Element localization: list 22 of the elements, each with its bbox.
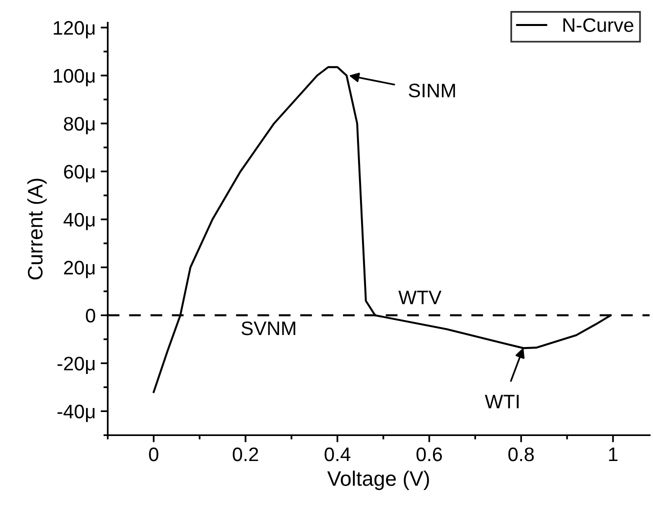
annotation: WTV: [398, 290, 442, 304]
x-tick-label: 0: [149, 447, 158, 462]
y-tick-label: 60μ: [64, 164, 95, 182]
x-tick-label: 1: [609, 448, 618, 462]
annotation: SINM: [408, 84, 455, 98]
y-tick-label: 80μ: [64, 116, 95, 134]
y-tick-label: 0: [86, 308, 96, 323]
y-tick-label: 100μ: [54, 68, 95, 86]
x-tick-label: 0.6: [416, 447, 442, 462]
x-tick-label: 0.8: [508, 447, 534, 462]
x-tick-label: 0.4: [324, 447, 350, 462]
legend-label: N-Curve: [563, 18, 634, 32]
annotation: SVNM: [242, 321, 296, 336]
y-tick-label: 40μ: [64, 212, 95, 230]
y-tick-label: -20μ: [57, 356, 95, 374]
y-tick-label: -40μ: [57, 404, 95, 422]
y-axis-title: Current (A): [27, 178, 47, 280]
x-tick-label: 0.2: [232, 447, 258, 462]
y-tick-label: 120μ: [54, 21, 95, 38]
y-tick-label: 20μ: [64, 260, 95, 278]
annotation: WTI: [484, 394, 519, 408]
x-axis-title: Voltage (V): [327, 470, 429, 490]
